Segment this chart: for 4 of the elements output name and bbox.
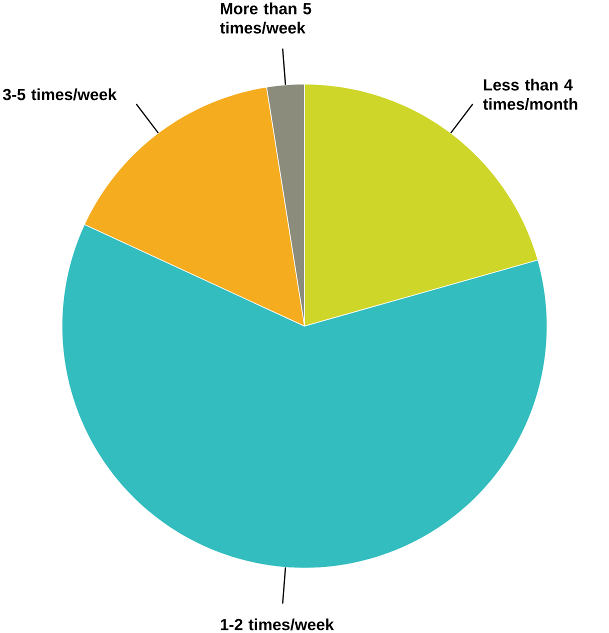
slice-label: More than 5 times/week — [220, 2, 312, 34]
slice-label: 3-5 times/week — [2, 88, 117, 100]
slice-label: Less than 4 times/month — [483, 78, 578, 110]
slice-label: 1-2 times/week — [220, 618, 334, 630]
